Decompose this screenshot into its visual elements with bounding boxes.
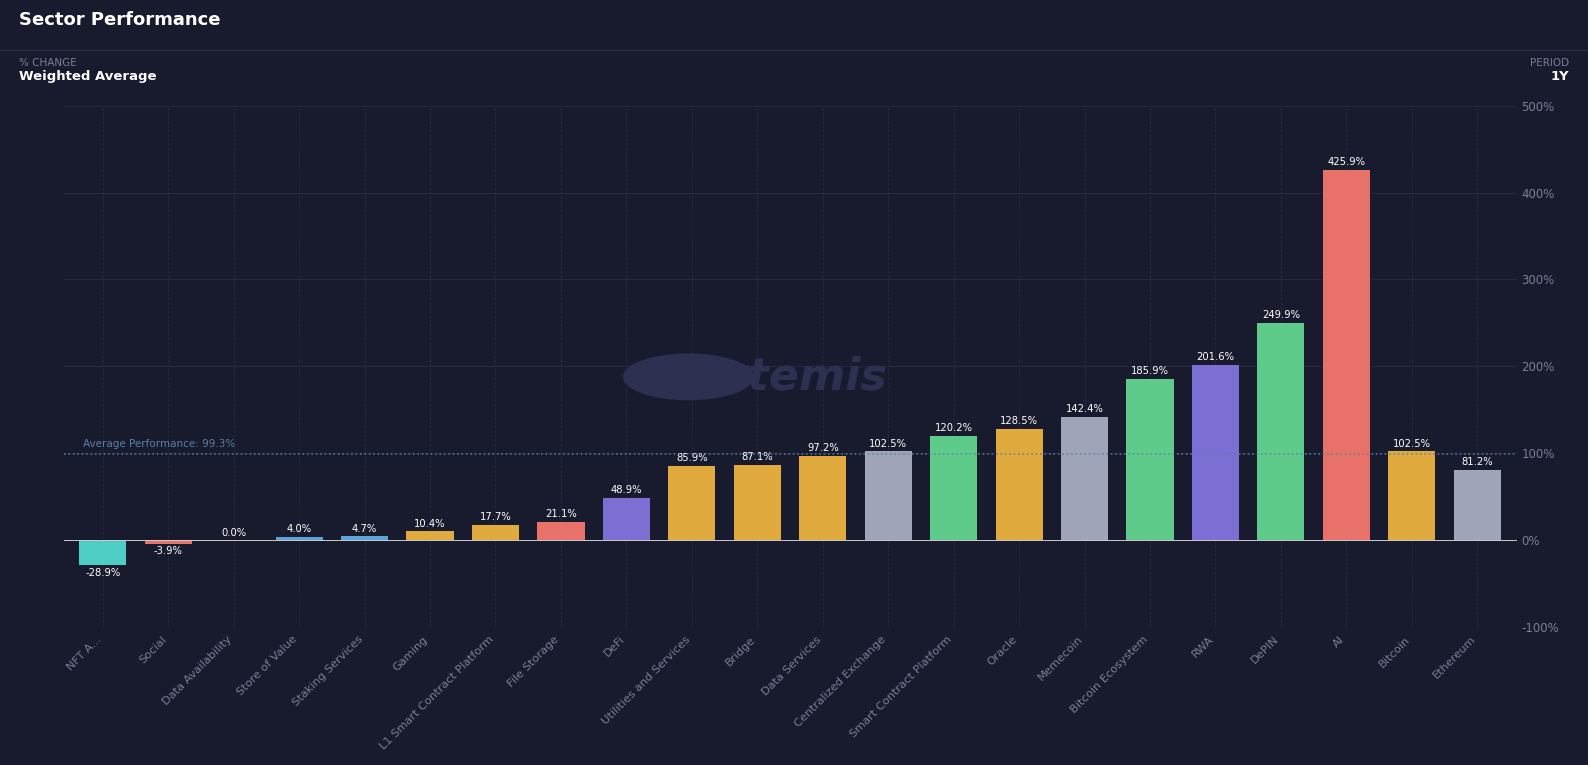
Text: 0.0%: 0.0% — [221, 528, 246, 538]
Text: Weighted Average: Weighted Average — [19, 70, 157, 83]
Bar — [931, 436, 977, 540]
Text: -3.9%: -3.9% — [154, 546, 183, 556]
Text: 87.1%: 87.1% — [742, 452, 773, 462]
Text: % CHANGE: % CHANGE — [19, 58, 76, 68]
Bar — [1061, 416, 1108, 540]
Text: 1Y: 1Y — [1550, 70, 1569, 83]
Bar — [1323, 170, 1370, 540]
Text: 85.9%: 85.9% — [676, 453, 708, 463]
Text: PERIOD: PERIOD — [1529, 58, 1569, 68]
Bar — [145, 540, 192, 544]
Text: 128.5%: 128.5% — [1000, 416, 1039, 426]
Text: 120.2%: 120.2% — [935, 423, 973, 433]
Bar — [669, 466, 716, 540]
Text: 17.7%: 17.7% — [480, 513, 511, 522]
Text: -28.9%: -28.9% — [86, 568, 121, 578]
Text: 48.9%: 48.9% — [611, 485, 642, 495]
Text: 102.5%: 102.5% — [1393, 438, 1431, 448]
Bar — [734, 464, 781, 540]
Text: 4.0%: 4.0% — [286, 524, 311, 534]
Text: 97.2%: 97.2% — [807, 443, 838, 453]
Bar — [1388, 451, 1436, 540]
Text: 249.9%: 249.9% — [1262, 311, 1301, 321]
Text: 4.7%: 4.7% — [353, 524, 378, 534]
Bar — [1258, 323, 1304, 540]
Text: 102.5%: 102.5% — [869, 438, 907, 448]
Bar — [341, 536, 387, 540]
Text: 21.1%: 21.1% — [545, 509, 576, 519]
Text: 425.9%: 425.9% — [1328, 158, 1366, 168]
Bar — [276, 537, 322, 540]
Text: Artemis: Artemis — [692, 356, 888, 399]
Text: Average Performance: 99.3%: Average Performance: 99.3% — [83, 439, 235, 449]
Bar — [603, 498, 649, 540]
Bar — [472, 525, 519, 540]
Bar — [1126, 379, 1174, 540]
Bar — [1453, 470, 1501, 540]
Text: 10.4%: 10.4% — [414, 519, 446, 529]
Text: 185.9%: 185.9% — [1131, 366, 1169, 376]
Text: Sector Performance: Sector Performance — [19, 11, 221, 29]
Text: 81.2%: 81.2% — [1461, 457, 1493, 467]
Bar — [79, 540, 127, 565]
Bar — [799, 456, 846, 540]
Text: 201.6%: 201.6% — [1196, 353, 1234, 363]
Bar — [864, 451, 912, 540]
Bar — [1193, 365, 1239, 540]
Bar — [407, 532, 454, 540]
Text: 142.4%: 142.4% — [1066, 404, 1104, 414]
Bar — [996, 428, 1043, 540]
Bar — [537, 522, 584, 540]
Circle shape — [622, 353, 754, 400]
